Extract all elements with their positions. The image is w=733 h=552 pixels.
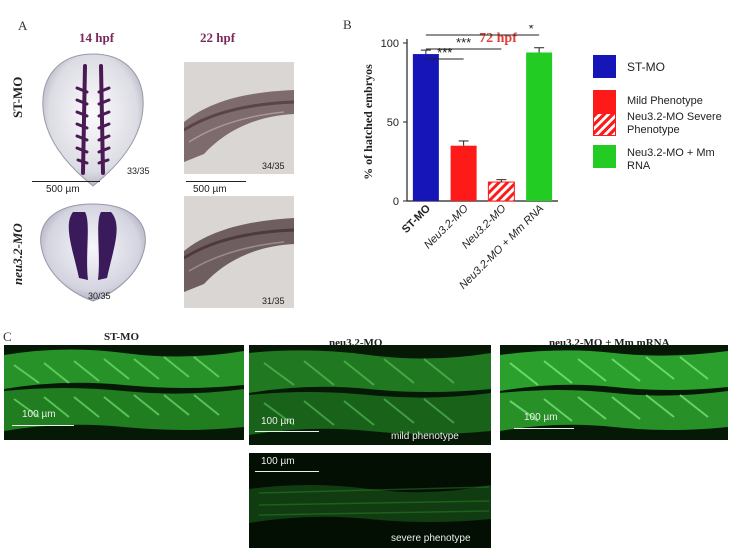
legend-label-rescue: Neu3.2-MO + Mm RNA bbox=[627, 147, 715, 172]
scale-bar-line-a2 bbox=[186, 181, 246, 182]
stage-label-14hpf: 14 hpf bbox=[79, 30, 115, 45]
legend-label-mild: Mild Phenotype bbox=[627, 95, 703, 107]
bar-chart-svg: 72 hpf % of hatched embryos 050100ST-MON… bbox=[361, 21, 558, 292]
scale-bar-label-c1: 100 µm bbox=[22, 409, 56, 420]
embryo-image-neu3-mo-14hpf bbox=[33, 200, 153, 305]
chart-legend: ST-MO Mild Phenotype Neu3.2-MO Severe Ph… bbox=[593, 55, 728, 185]
chart-title: 72 hpf bbox=[479, 31, 517, 46]
panel-b-letter: B bbox=[343, 17, 352, 32]
scale-bar-label-c3: 100 µm bbox=[524, 412, 558, 423]
scale-bar-line-c3 bbox=[514, 428, 574, 429]
scale-bar-label-a1: 500 µm bbox=[46, 184, 80, 195]
significance-marker: *** bbox=[437, 45, 452, 60]
scale-bar-line-a1 bbox=[32, 181, 100, 182]
bar bbox=[526, 52, 553, 202]
caption-mild-phenotype: mild phenotype bbox=[391, 431, 459, 442]
y-axis-label: % of hatched embryos bbox=[361, 64, 375, 180]
row-label-neu3-mo: neu3.2-MO bbox=[10, 223, 25, 285]
legend-label-st-mo: ST-MO bbox=[627, 60, 665, 74]
scale-bar-line-c4 bbox=[255, 471, 319, 472]
embryo-image-st-mo-14hpf bbox=[33, 48, 153, 190]
scale-bar-line-c1 bbox=[12, 425, 74, 426]
fluorescence-image-rescue: 100 µm bbox=[500, 345, 728, 440]
count-neu3-mo-14hpf: 30/35 bbox=[88, 291, 111, 301]
row-label-st-mo: ST-MO bbox=[10, 76, 25, 118]
embryo-image-neu3-mo-22hpf bbox=[184, 196, 294, 308]
bar bbox=[412, 54, 439, 201]
bar-chart: 72 hpf % of hatched embryos 0 50 100 ST-MO N… bbox=[298, 21, 600, 325]
embryo-image-st-mo-22hpf bbox=[184, 62, 294, 174]
y-tick-label: 50 bbox=[387, 117, 399, 129]
count-st-mo-22hpf: 34/35 bbox=[262, 161, 285, 171]
legend-swatch-st-mo bbox=[593, 55, 616, 78]
x-tick-label: ST-MO bbox=[400, 202, 433, 235]
fluorescence-image-neu3-mild: 100 µm mild phenotype bbox=[249, 345, 491, 445]
panel-c-letter: C bbox=[3, 329, 12, 344]
count-neu3-mo-22hpf: 31/35 bbox=[262, 296, 285, 306]
scale-bar-label-a2: 500 µm bbox=[193, 184, 227, 195]
legend-swatch-severe bbox=[593, 113, 616, 136]
stage-label-22hpf: 22 hpf bbox=[200, 30, 236, 45]
bar bbox=[487, 181, 515, 202]
panel-a-letter: A bbox=[18, 18, 28, 33]
bar bbox=[450, 145, 477, 201]
count-st-mo-14hpf: 33/35 bbox=[127, 166, 150, 176]
scale-bar-label-c2: 100 µm bbox=[261, 416, 295, 427]
y-tick-label: 100 bbox=[381, 38, 399, 50]
legend-swatch-mild bbox=[593, 90, 616, 113]
scale-bar-label-c4: 100 µm bbox=[261, 456, 295, 467]
fluorescence-image-st-mo: 100 µm bbox=[4, 345, 244, 440]
fluorescence-image-neu3-severe: 100 µm severe phenotype bbox=[249, 453, 491, 548]
caption-severe-phenotype: severe phenotype bbox=[391, 533, 471, 544]
scale-bar-line-c2 bbox=[255, 431, 319, 432]
legend-label-severe: Neu3.2-MO Severe Phenotype bbox=[627, 111, 722, 136]
significance-marker: *** bbox=[456, 35, 471, 50]
legend-swatch-rescue bbox=[593, 145, 616, 168]
significance-marker: * bbox=[529, 25, 534, 36]
y-tick-label: 0 bbox=[393, 196, 399, 208]
panel-c-title-st-mo: ST-MO bbox=[104, 331, 140, 343]
